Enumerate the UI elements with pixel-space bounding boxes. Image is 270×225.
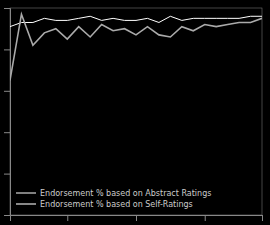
y-tick-mark	[4, 91, 10, 92]
plot: Endorsement % based on Abstract Ratings E…	[4, 8, 263, 221]
plot-frame	[10, 8, 262, 215]
lines	[10, 14, 262, 80]
y-tick-mark	[4, 49, 10, 50]
x-tick-mark	[262, 215, 263, 221]
x-tick	[67, 215, 68, 221]
x-axis-line	[11, 216, 263, 222]
line	[10, 14, 262, 80]
legend-item: Endorsement % based on Abstract Ratings	[16, 189, 211, 198]
legend-swatch	[16, 193, 36, 194]
x-tick-mark	[67, 215, 68, 221]
x-tick	[136, 215, 137, 221]
chart: Endorsement % based on Abstract Ratings E…	[0, 0, 270, 225]
legend-swatch	[16, 203, 36, 205]
legend-label: Endorsement % based on Self-Ratings	[40, 200, 193, 209]
y-axis-line	[4, 9, 11, 216]
x-tick	[205, 215, 206, 221]
x-tick-mark	[136, 215, 137, 221]
y-tick	[4, 91, 10, 92]
y-tick	[4, 174, 10, 175]
legend-item: Endorsement % based on Self-Ratings	[16, 200, 193, 209]
y-tick	[4, 49, 10, 50]
y-tick-mark	[4, 132, 10, 133]
x-axis	[11, 215, 263, 221]
legend-label: Endorsement % based on Abstract Ratings	[40, 189, 211, 198]
y-tick	[4, 132, 10, 133]
x-tick	[262, 215, 263, 221]
y-axis	[4, 9, 11, 216]
legend: Endorsement % based on Abstract Ratings E…	[16, 189, 211, 209]
y-tick-mark	[4, 174, 10, 175]
x-tick-mark	[205, 215, 206, 221]
